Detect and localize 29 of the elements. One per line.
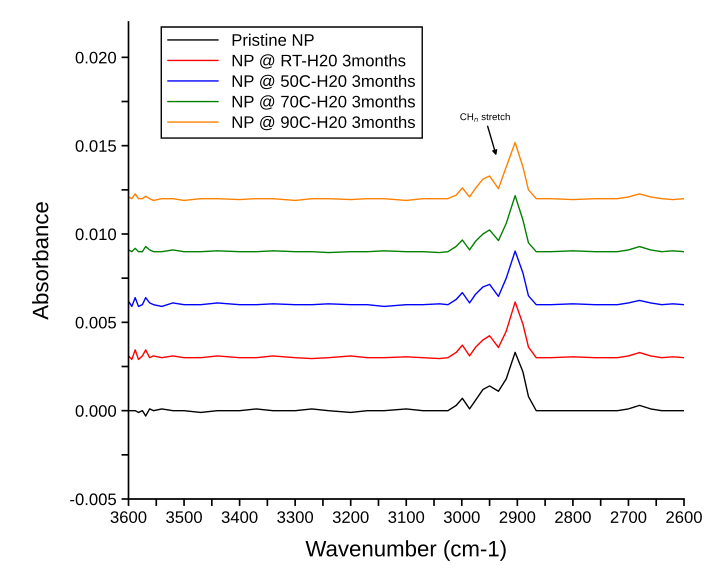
y-tick-label: 0.005 [76,316,116,329]
x-tick-label: 3500 [166,511,202,524]
x-tick-label: 3300 [277,511,314,524]
y-tick-label: -0.005 [70,493,116,506]
line-series [128,194,684,254]
line-series [128,301,684,360]
y-tick-label: 0.000 [76,405,116,417]
legend-label: NP @ RT-H20 3months [232,54,406,69]
legend-label: NP @ 70C-H20 3months [232,95,415,110]
x-tick-label: 2600 [666,511,702,524]
line-series [128,142,684,202]
x-tick-label: 3400 [222,511,258,524]
legend-label: Pristine NP [232,34,314,46]
x-tick-label: 2700 [610,511,646,524]
annotation: CH$_{n}$ stretch [460,113,510,122]
y-tick-label: 0.020 [76,52,116,64]
x-tick-label: 3000 [444,511,480,524]
x-tick-label: 3200 [332,511,369,524]
x-axis-title: Wavenumber (cm-1) [306,540,506,561]
x-tick-label: 2800 [555,511,591,524]
y-axis-title: Absorbance [32,202,48,320]
x-tick-label: 2900 [500,511,536,524]
line-series [128,250,684,308]
legend-label: NP @ 90C-H20 3months [232,116,415,130]
x-tick-label: 3600 [110,511,146,524]
x-tick-label: 3100 [388,511,424,524]
y-tick-label: 0.015 [76,140,116,152]
y-tick-label: 0.010 [76,228,116,240]
legend-label: NP @ 50C-H20 3months [232,74,415,90]
